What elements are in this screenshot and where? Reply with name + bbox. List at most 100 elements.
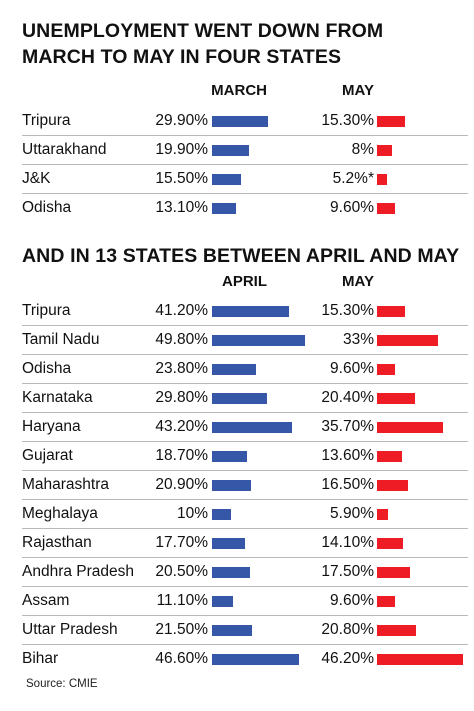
value-label-1: 41.20%	[155, 302, 208, 319]
value-label-1: 21.50%	[155, 621, 208, 638]
value-label-1: 20.50%	[155, 563, 208, 580]
chart-title-line: UNEMPLOYMENT WENT DOWN FROM	[22, 20, 384, 42]
chart-title-line: MARCH TO MAY IN FOUR STATES	[22, 46, 342, 68]
state-label: Rajasthan	[22, 534, 92, 551]
chart-title: UNEMPLOYMENT WENT DOWN FROM MARCH TO MAY …	[22, 18, 383, 70]
table-row: Uttarakhand 19.90% 8%	[22, 136, 468, 165]
value-label-1: 10%	[176, 505, 208, 522]
table-row: Tripura 29.90% 15.30%	[22, 107, 468, 136]
value-label-2: 5.90%	[330, 505, 374, 522]
bar-2	[377, 422, 444, 433]
bar-2	[377, 306, 406, 317]
value-label-1: 43.20%	[155, 418, 208, 435]
bar-2	[377, 335, 439, 346]
value-label-2: 14.10%	[321, 534, 374, 551]
table-row: Assam 11.10% 9.60%	[22, 587, 468, 616]
table-row: Odisha 23.80% 9.60%	[22, 355, 468, 384]
state-label: J&K	[22, 170, 51, 187]
state-label: Assam	[22, 592, 70, 609]
value-label-1: 17.70%	[155, 534, 208, 551]
state-label: Gujarat	[22, 447, 73, 464]
value-label-2: 33%	[342, 331, 374, 348]
value-label-2: 9.60%	[330, 360, 374, 377]
bar-2	[377, 567, 410, 578]
value-label-1: 18.70%	[155, 447, 208, 464]
bar-2	[377, 538, 404, 549]
bar-1	[212, 422, 293, 433]
table-row: Haryana 43.20% 35.70%	[22, 413, 468, 442]
value-label-2: 15.30%	[321, 302, 374, 319]
bar-2	[377, 625, 416, 636]
bar-2	[377, 480, 408, 491]
value-label-2: 9.60%	[330, 592, 374, 609]
value-label-2: 35.70%	[321, 418, 374, 435]
table-row: Bihar 46.60% 46.20%	[22, 645, 468, 674]
bar-2	[377, 203, 395, 214]
chart-title-line: AND IN 13 STATES BETWEEN APRIL AND MAY	[22, 245, 460, 267]
value-label-2: 16.50%	[321, 476, 374, 493]
table-row: Uttar Pradesh 21.50% 20.80%	[22, 616, 468, 645]
value-label-2: 15.30%	[321, 112, 374, 129]
bar-1	[212, 509, 231, 520]
bar-2	[377, 509, 388, 520]
table-row: Tripura 41.20% 15.30%	[22, 297, 468, 326]
state-label: Haryana	[22, 418, 81, 435]
table-row: J&K 15.50% 5.2%*	[22, 165, 468, 194]
bar-2	[377, 596, 395, 607]
table-row: Rajasthan 17.70% 14.10%	[22, 529, 468, 558]
bar-1	[212, 480, 251, 491]
bar-2	[377, 654, 463, 665]
state-label: Uttarakhand	[22, 141, 107, 158]
table-row: Maharashtra 20.90% 16.50%	[22, 471, 468, 500]
value-label-2: 46.20%	[321, 650, 374, 667]
value-label-1: 29.90%	[155, 112, 208, 129]
value-label-1: 20.90%	[155, 476, 208, 493]
chart-title: AND IN 13 STATES BETWEEN APRIL AND MAY	[22, 243, 459, 269]
state-label: Uttar Pradesh	[22, 621, 118, 638]
value-label-2: 5.2%*	[332, 170, 374, 187]
bar-1	[212, 625, 252, 636]
bar-2	[377, 451, 403, 462]
column-header-1: APRIL	[222, 273, 267, 290]
value-label-1: 49.80%	[155, 331, 208, 348]
value-label-1: 13.10%	[155, 199, 208, 216]
source-note: Source: CMIE	[26, 678, 98, 690]
table-row: Gujarat 18.70% 13.60%	[22, 442, 468, 471]
table-row: Andhra Pradesh 20.50% 17.50%	[22, 558, 468, 587]
value-label-2: 17.50%	[321, 563, 374, 580]
bar-2	[377, 393, 415, 404]
table-row: Karnataka 29.80% 20.40%	[22, 384, 468, 413]
value-label-2: 9.60%	[330, 199, 374, 216]
value-label-1: 15.50%	[155, 170, 208, 187]
bar-1	[212, 306, 289, 317]
value-label-2: 8%	[351, 141, 374, 158]
state-label: Andhra Pradesh	[22, 563, 135, 580]
bar-1	[212, 335, 305, 346]
value-label-1: 29.80%	[155, 389, 208, 406]
state-label: Tripura	[22, 112, 71, 129]
bar-1	[212, 451, 247, 462]
state-label: Karnataka	[22, 389, 93, 406]
state-label: Maharashtra	[22, 476, 110, 493]
value-label-2: 20.40%	[321, 389, 374, 406]
value-label-1: 46.60%	[155, 650, 208, 667]
value-label-2: 20.80%	[321, 621, 374, 638]
table-row: Meghalaya 10% 5.90%	[22, 500, 468, 529]
bar-1	[212, 538, 245, 549]
bar-2	[377, 145, 392, 156]
state-label: Tamil Nadu	[22, 331, 100, 348]
value-label-1: 19.90%	[155, 141, 208, 158]
bar-1	[212, 364, 257, 375]
bar-2	[377, 364, 395, 375]
bar-1	[212, 654, 299, 665]
bar-1	[212, 596, 233, 607]
column-header-2: MAY	[342, 82, 374, 99]
bar-2	[377, 174, 387, 185]
bar-1	[212, 567, 251, 578]
state-label: Odisha	[22, 199, 72, 216]
bar-1	[212, 174, 241, 185]
value-label-2: 13.60%	[321, 447, 374, 464]
value-label-1: 11.10%	[156, 592, 208, 609]
bar-1	[212, 145, 249, 156]
bar-1	[212, 203, 237, 214]
